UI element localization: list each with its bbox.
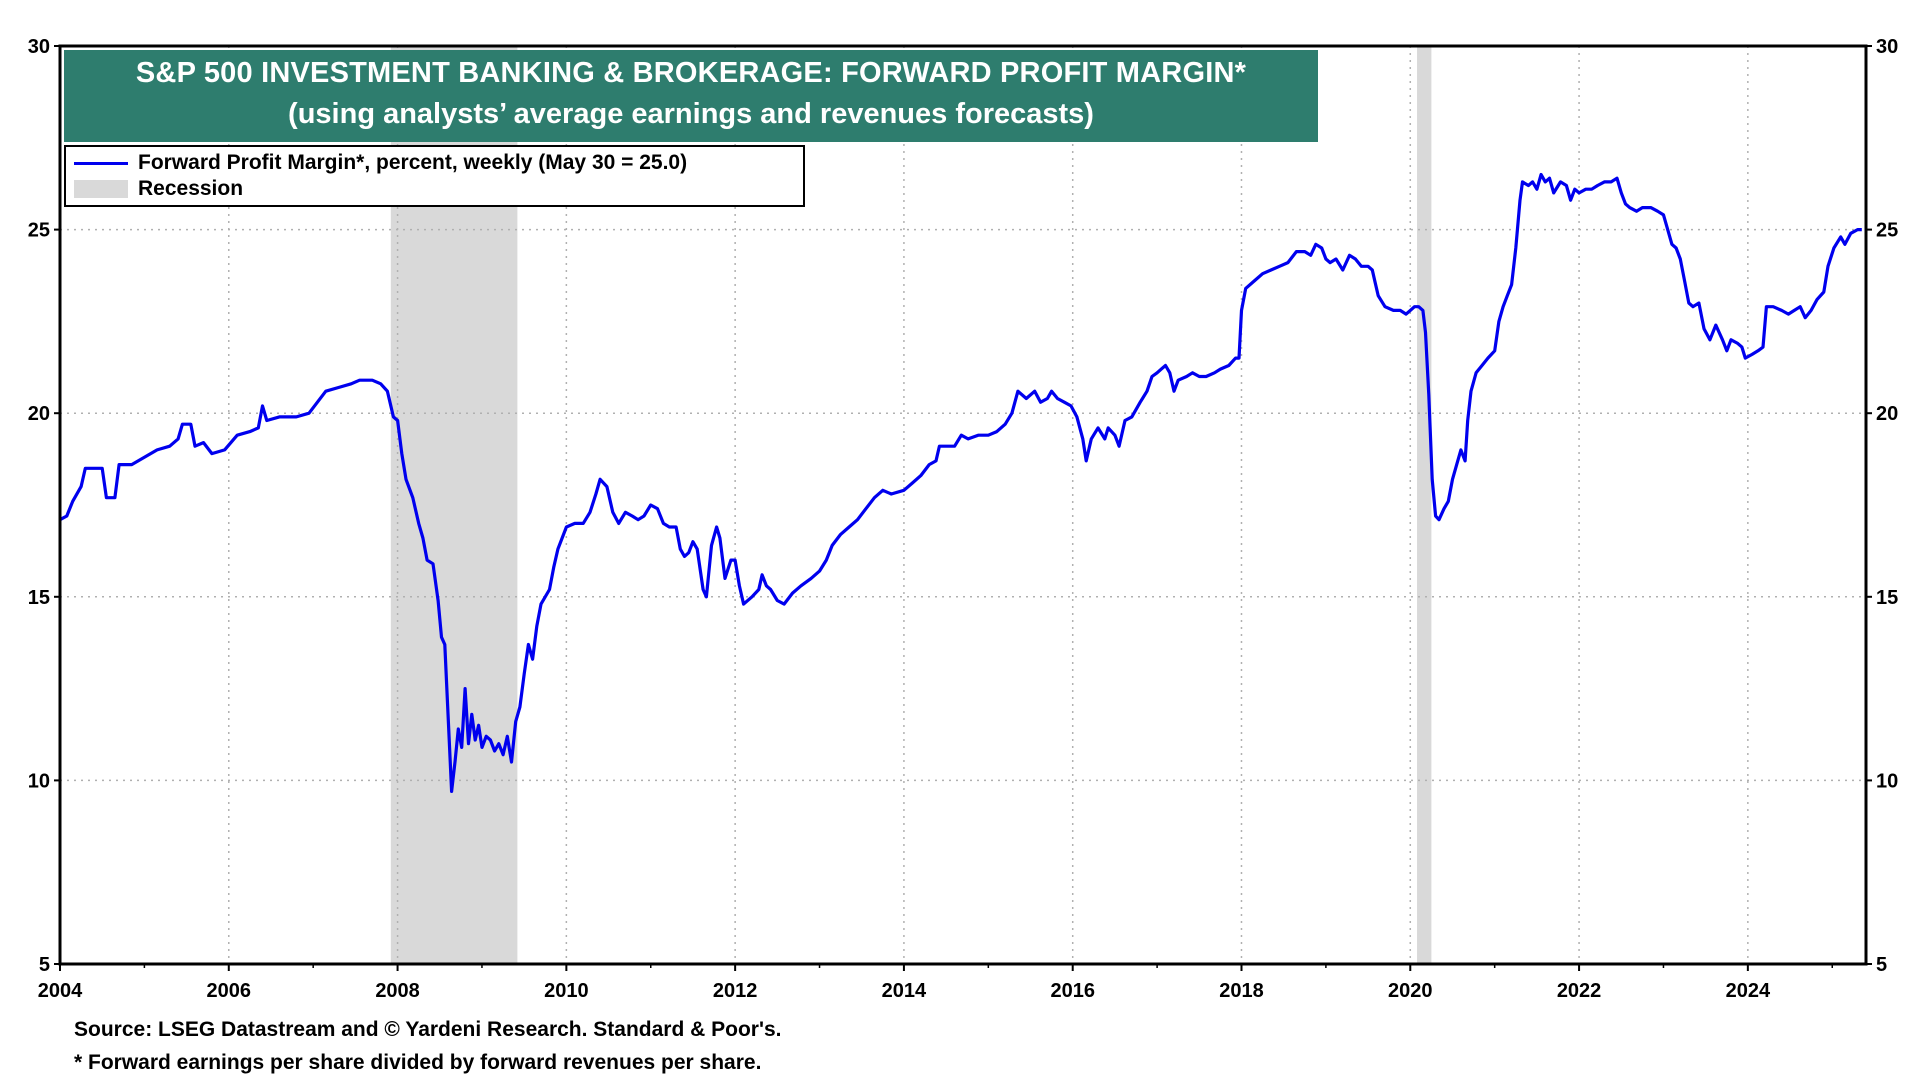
y-tick-label-right: 25 xyxy=(1876,220,1898,242)
y-tick-label-right: 30 xyxy=(1876,36,1898,58)
y-tick-label-left: 5 xyxy=(39,954,50,976)
legend-swatch-band xyxy=(74,180,128,198)
chart-subtitle: (using analysts’ average earnings and re… xyxy=(288,98,1094,130)
x-tick-label: 2008 xyxy=(375,980,420,1002)
x-tick-label: 2020 xyxy=(1388,980,1433,1002)
x-tick-label: 2016 xyxy=(1050,980,1095,1002)
x-tick-label: 2012 xyxy=(713,980,758,1002)
y-tick-label-left: 20 xyxy=(28,403,50,425)
chart-title: S&P 500 INVESTMENT BANKING & BROKERAGE: … xyxy=(135,57,1247,89)
y-tick-label-right: 5 xyxy=(1876,954,1887,976)
footnote: * Forward earnings per share divided by … xyxy=(74,1051,762,1074)
chart-title-box: S&P 500 INVESTMENT BANKING & BROKERAGE: … xyxy=(64,50,1318,142)
x-tick-label: 2014 xyxy=(882,980,927,1002)
legend: Forward Profit Margin*, percent, weekly … xyxy=(64,145,805,207)
x-tick-label: 2018 xyxy=(1219,980,1264,1002)
x-tick-label: 2010 xyxy=(544,980,589,1002)
plot-frame xyxy=(58,44,1868,966)
y-tick-label-right: 10 xyxy=(1876,770,1898,792)
x-tick-label: 2006 xyxy=(207,980,252,1002)
legend-label: Recession xyxy=(138,177,244,200)
series-layer xyxy=(59,172,1862,793)
y-tick-label-left: 25 xyxy=(28,220,50,242)
gridlines xyxy=(60,46,1866,964)
legend-item-recession: Recession xyxy=(74,177,243,201)
x-tick-label: 2024 xyxy=(1726,980,1771,1002)
x-tick-label: 2022 xyxy=(1557,980,1602,1002)
legend-label: Forward Profit Margin*, percent, weekly … xyxy=(138,151,688,174)
x-tick-label: 2004 xyxy=(38,980,83,1002)
y-tick-label-right: 15 xyxy=(1876,587,1898,609)
legend-swatch-line xyxy=(74,161,128,165)
series-line-forward-profit-margin xyxy=(59,172,1862,793)
legend-item-forward-profit-margin: Forward Profit Margin*, percent, weekly … xyxy=(74,151,687,175)
source-note: Source: LSEG Datastream and © Yardeni Re… xyxy=(74,1018,782,1041)
y-tick-label-left: 10 xyxy=(28,770,50,792)
recession-band xyxy=(1417,46,1432,964)
y-tick-label-left: 15 xyxy=(28,587,50,609)
y-tick-label-left: 30 xyxy=(28,36,50,58)
y-tick-label-right: 20 xyxy=(1876,403,1898,425)
